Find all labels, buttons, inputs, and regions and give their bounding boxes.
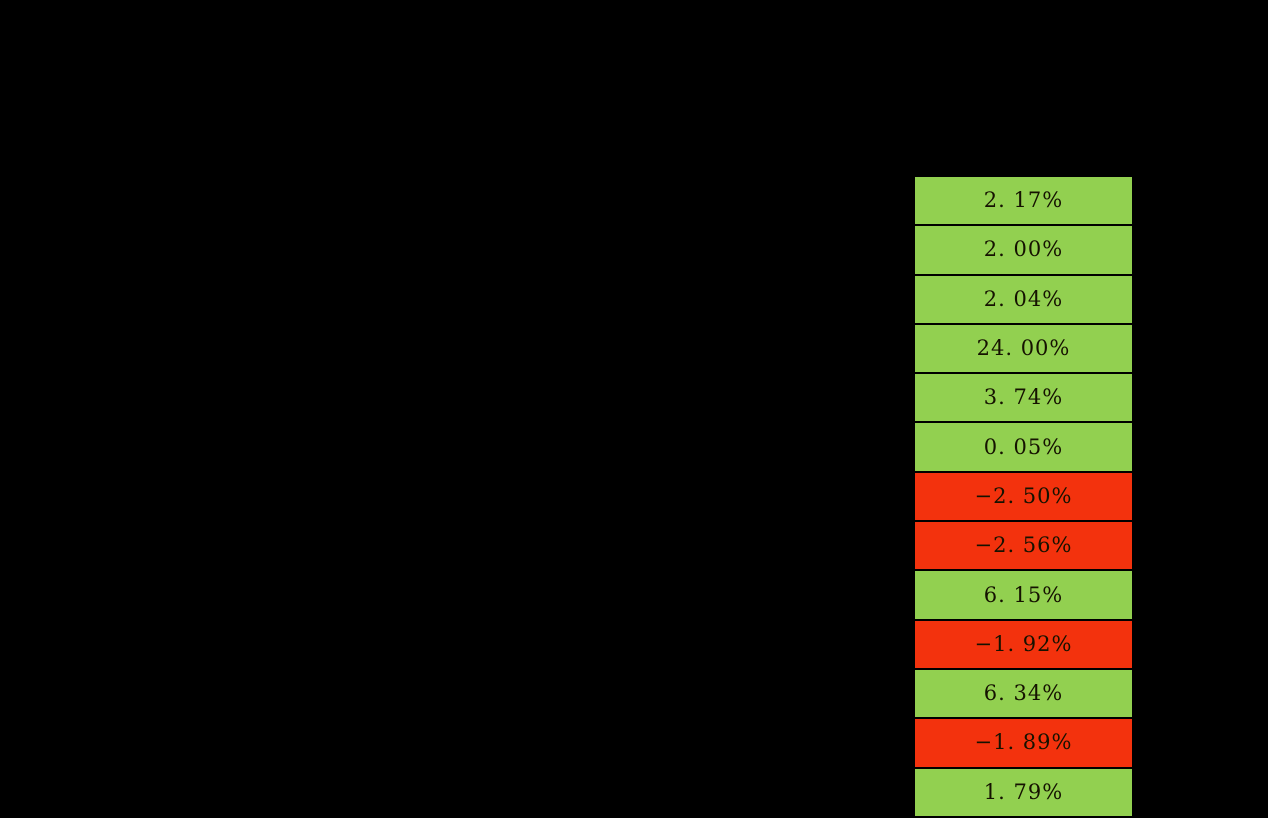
table-row: 2. 04% <box>915 275 1132 325</box>
cell-value: 3. 74% <box>983 385 1064 410</box>
cell-value: 2. 17% <box>983 188 1064 213</box>
table-row: 1. 79% <box>915 768 1132 818</box>
table-row: 3. 74% <box>915 374 1132 424</box>
table-row: −1. 92% <box>915 620 1132 670</box>
table-row: −2. 50% <box>915 472 1132 523</box>
cell-value: 2. 00% <box>983 237 1064 262</box>
percent-column-table: 2. 17% 2. 00% 2. 04% 24. 00% 3. 74% 0. 05% −2.… <box>913 175 1134 818</box>
table-row: 2. 00% <box>915 226 1132 276</box>
table-row: 6. 34% <box>915 669 1132 720</box>
cell-value: −1. 92% <box>974 631 1073 656</box>
table-row: 0. 05% <box>915 423 1132 473</box>
table-row: 24. 00% <box>915 324 1132 375</box>
table-row: −2. 56% <box>915 522 1132 572</box>
cell-value: 0. 05% <box>983 434 1064 459</box>
cell-value: 6. 15% <box>983 582 1064 607</box>
table-row: 2. 17% <box>915 177 1132 227</box>
cell-value: 1. 79% <box>983 779 1064 804</box>
cell-value: 2. 04% <box>983 286 1064 311</box>
cell-value: 24. 00% <box>976 336 1071 361</box>
cell-value: −2. 50% <box>974 483 1073 508</box>
table-row: 6. 15% <box>915 571 1132 621</box>
cell-value: 6. 34% <box>983 681 1064 706</box>
table-row: −1. 89% <box>915 719 1132 769</box>
cell-value: −1. 89% <box>974 730 1073 755</box>
cell-value: −2. 56% <box>974 533 1073 558</box>
